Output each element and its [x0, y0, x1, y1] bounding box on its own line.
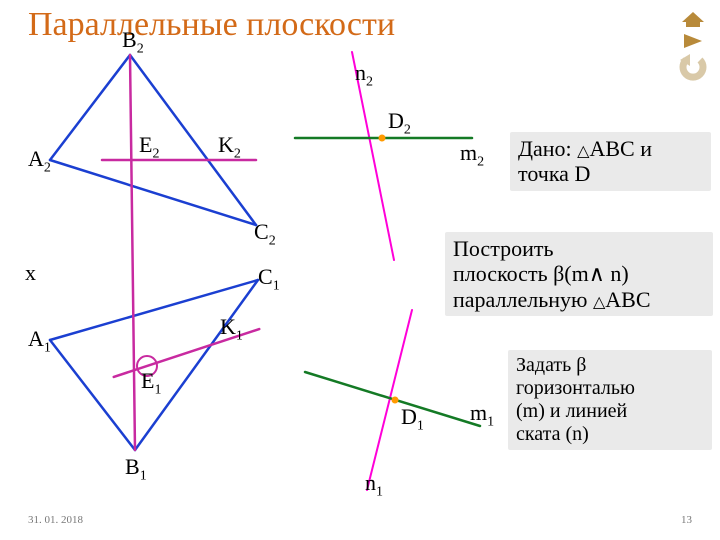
- label-B2: B2: [122, 27, 144, 57]
- slide-root: Параллельные плоскости A2B2C2A1B1C1E2K2E…: [0, 0, 720, 540]
- label-A1: A1: [28, 326, 51, 356]
- hint-text: Задать β горизонталью (m) и линией ската…: [508, 350, 712, 450]
- slide-date: 31. 01. 2018: [28, 514, 83, 526]
- label-n1: n1: [365, 470, 383, 500]
- task-text: Построить плоскость β(m∧ n) параллельную…: [445, 232, 713, 316]
- label-D1: D1: [401, 404, 424, 434]
- label-B1: B1: [125, 454, 147, 484]
- label-K1: K1: [220, 314, 243, 344]
- nav-buttons: [678, 10, 708, 82]
- label-E2: E2: [139, 132, 159, 162]
- play-icon[interactable]: [680, 32, 706, 50]
- label-A2: A2: [28, 146, 51, 176]
- undo-icon[interactable]: [678, 54, 708, 82]
- geometry-canvas: [0, 0, 500, 510]
- given-text: Дано: △ABC и точка D: [510, 132, 711, 191]
- label-m2: m2: [460, 140, 484, 170]
- label-K2: K2: [218, 132, 241, 162]
- label-m1: m1: [470, 400, 494, 430]
- label-C1: C1: [258, 264, 280, 294]
- label-x: x: [25, 260, 36, 286]
- label-E1: E1: [141, 368, 161, 398]
- page-number: 13: [681, 514, 692, 526]
- label-n2: n2: [355, 60, 373, 90]
- home-icon[interactable]: [680, 10, 706, 28]
- label-D2: D2: [388, 108, 411, 138]
- label-C2: C2: [254, 219, 276, 249]
